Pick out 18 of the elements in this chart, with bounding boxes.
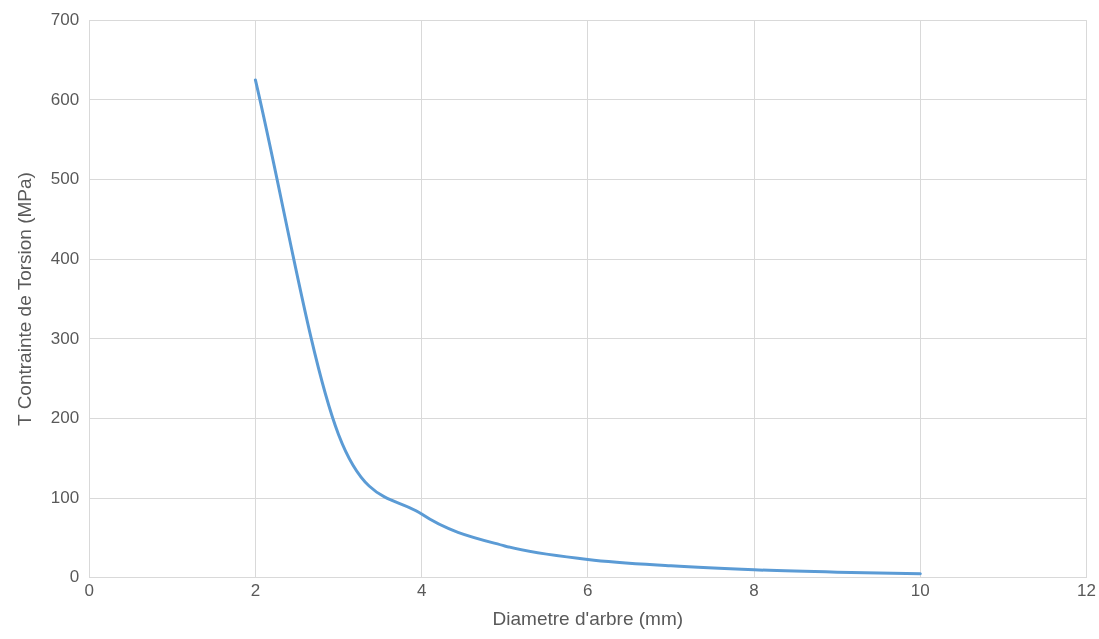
y-tick-label: 300: [50, 328, 80, 348]
x-axis-title: Diametre d'arbre (mm): [492, 607, 684, 629]
x-tick-label: 10: [910, 580, 930, 600]
y-tick-label: 600: [50, 89, 80, 109]
x-tick-label: 6: [583, 580, 593, 600]
x-tick-label: 4: [416, 580, 427, 600]
y-tick-label: 700: [50, 9, 80, 29]
line-series: [253, 78, 922, 576]
y-tick-label: 200: [50, 408, 80, 428]
y-tick-label: 100: [50, 487, 80, 507]
x-tick-label: 0: [84, 580, 94, 600]
x-tick-label: 12: [1077, 580, 1097, 600]
y-tick-label: 0: [69, 567, 80, 587]
y-axis-title: T Contrainte de Torsion (MPa): [13, 172, 35, 426]
y-tick-label: 400: [50, 248, 80, 268]
y-tick-label: 500: [50, 169, 80, 189]
x-tick-label: 2: [250, 580, 261, 600]
x-tick-label: 8: [749, 580, 759, 600]
